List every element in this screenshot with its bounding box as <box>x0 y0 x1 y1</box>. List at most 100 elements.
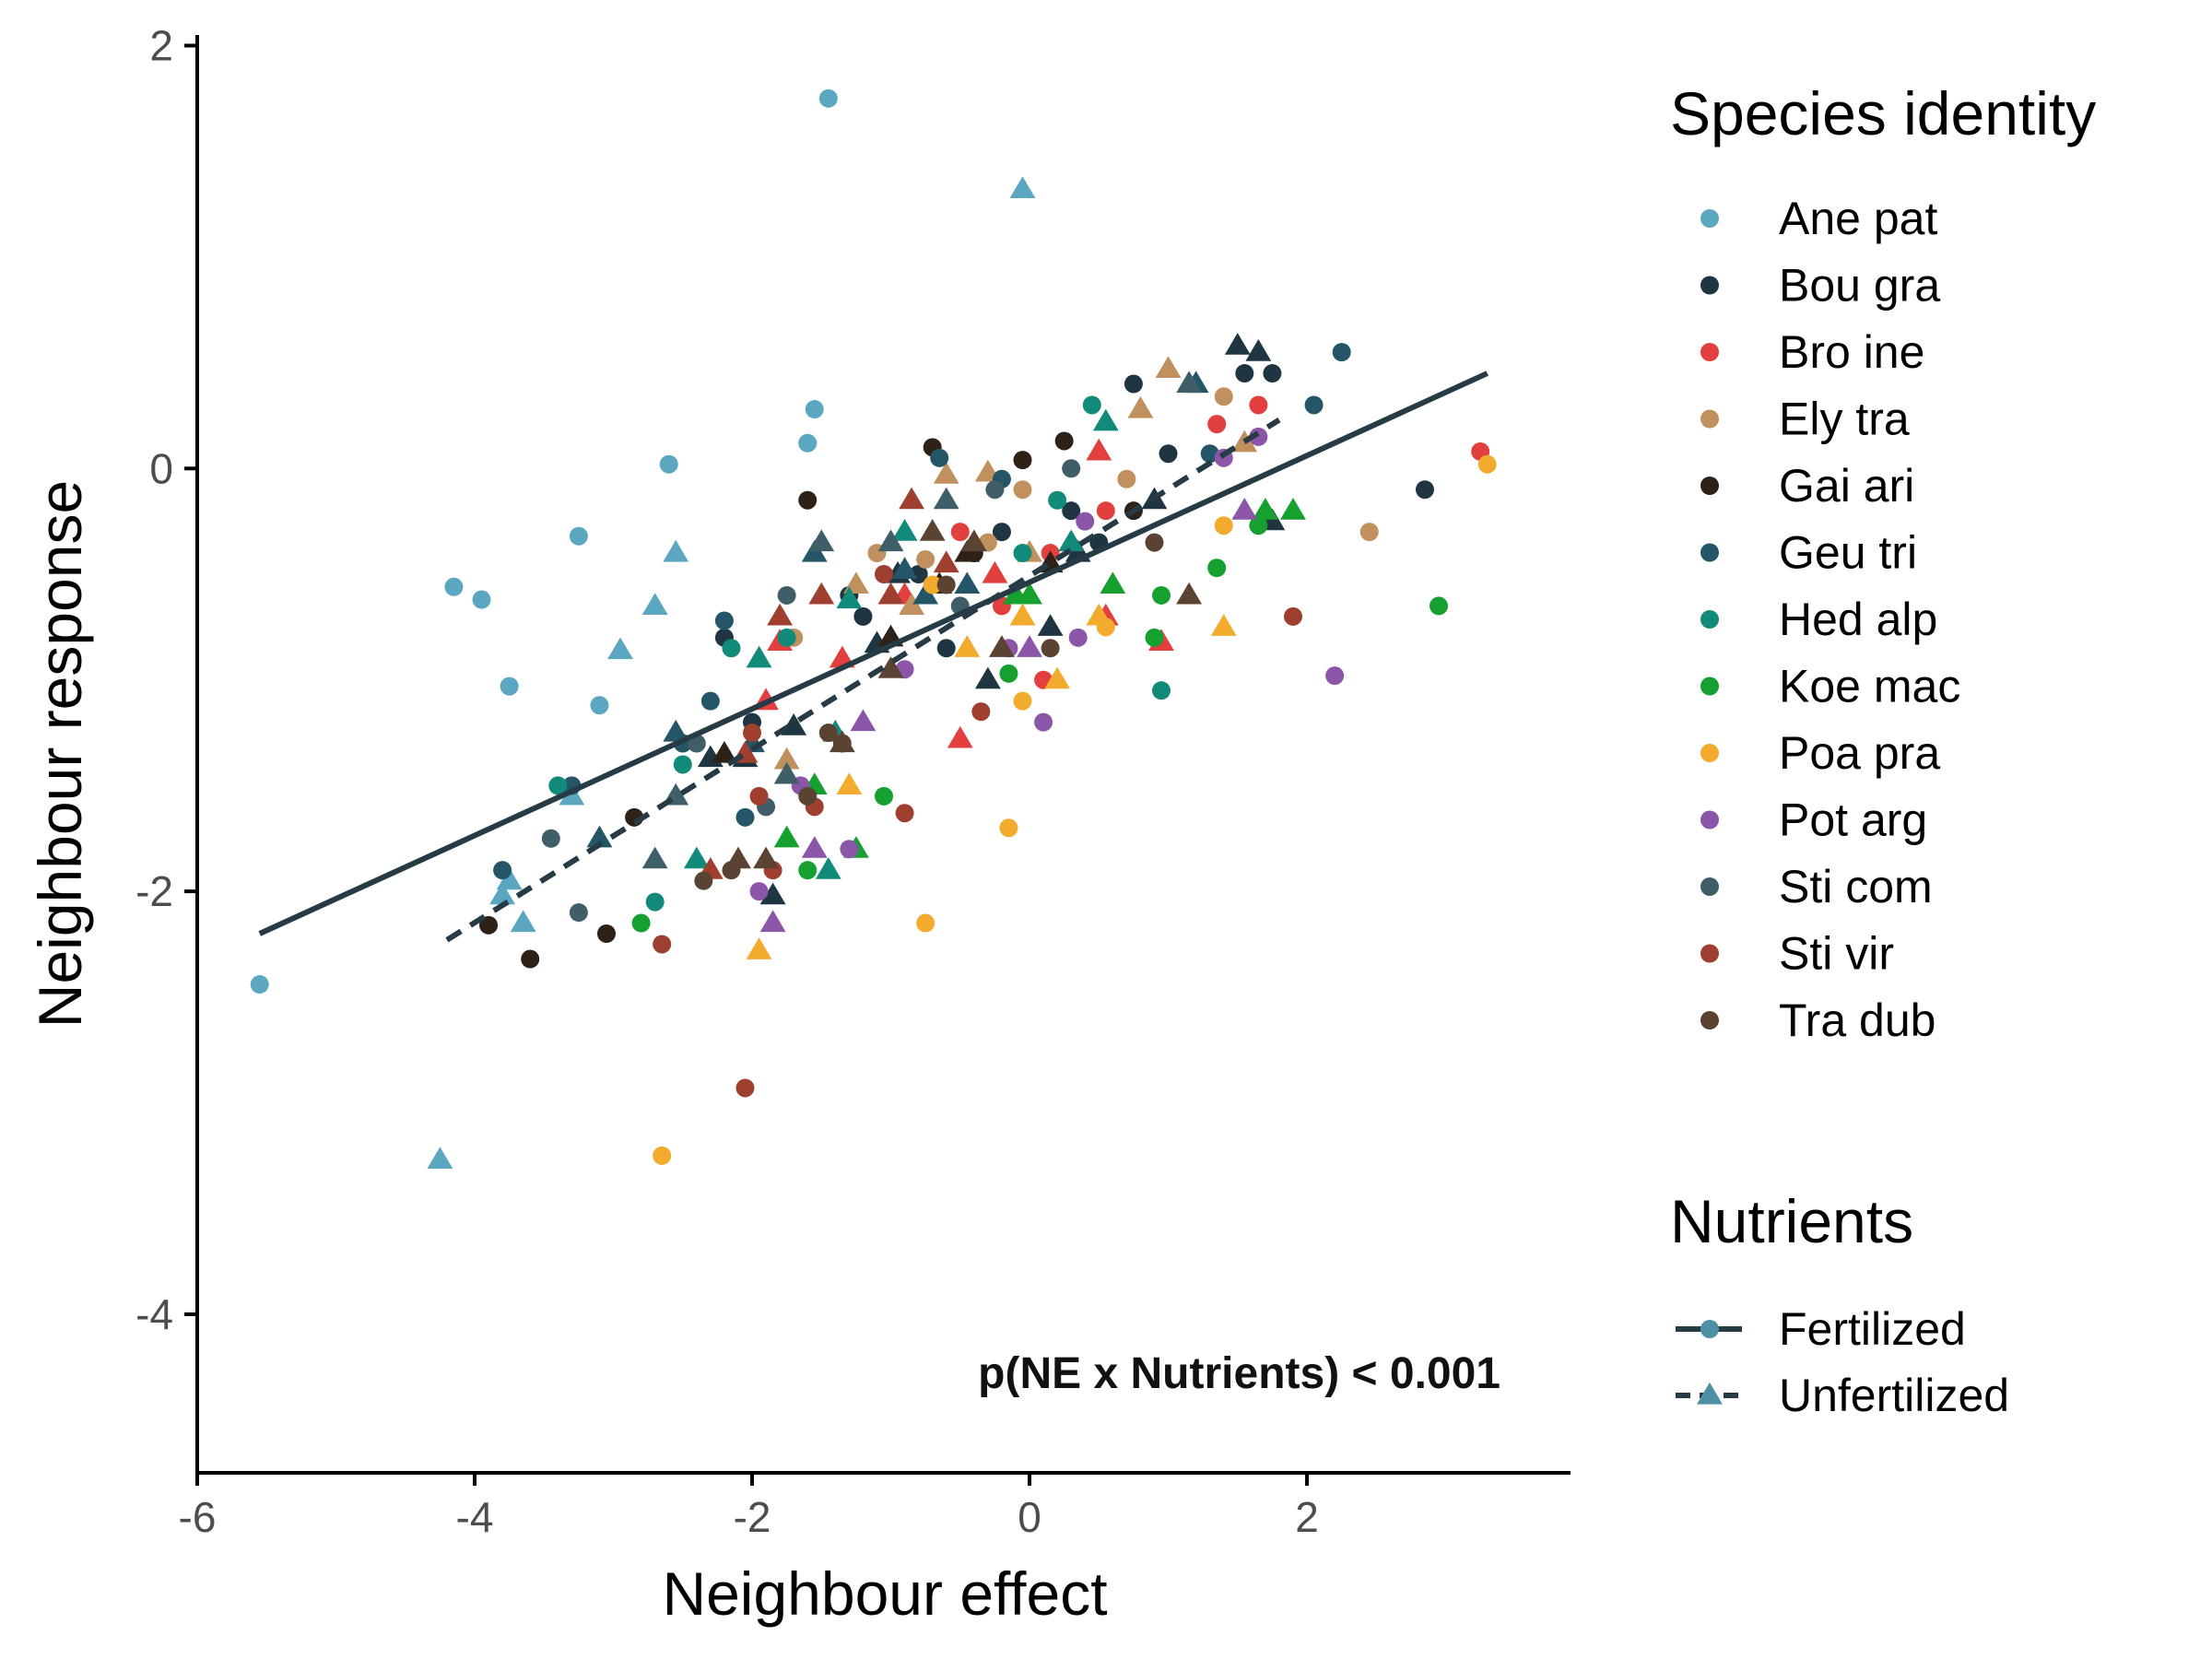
data-point-fertilized <box>1054 431 1074 451</box>
data-point-fertilized <box>444 577 464 596</box>
data-point-unfertilized <box>815 857 841 879</box>
data-point-fertilized <box>1013 691 1032 711</box>
data-point-fertilized <box>735 1078 755 1098</box>
data-point-unfertilized <box>1017 635 1042 657</box>
legend-species-title: Species identity <box>1670 79 2096 147</box>
data-point-fertilized <box>1249 516 1268 535</box>
legend-label-species: Gai ari <box>1779 460 1914 512</box>
data-point-fertilized <box>1152 681 1171 700</box>
data-point-unfertilized <box>773 825 800 848</box>
data-point-fertilized <box>798 433 818 453</box>
legend-item-species: Koe mac <box>1700 661 1960 712</box>
legend-item-species: Bou gra <box>1700 260 1940 312</box>
data-point-unfertilized <box>1086 438 1112 461</box>
data-point-unfertilized <box>586 825 613 848</box>
legend-nutrients-title: Nutrients <box>1670 1187 1913 1255</box>
legend-key-circle <box>1700 877 1719 896</box>
data-point-unfertilized <box>1092 408 1119 431</box>
data-point-fertilized <box>895 804 914 823</box>
data-point-fertilized <box>569 526 588 546</box>
data-point-fertilized <box>493 861 512 880</box>
y-tick-label: -2 <box>135 867 173 915</box>
data-point-unfertilized <box>759 910 786 933</box>
data-point-fertilized <box>250 975 269 994</box>
data-point-unfertilized <box>891 518 918 541</box>
data-point-unfertilized <box>982 560 1008 583</box>
data-point-unfertilized <box>753 846 779 869</box>
legend-key-circle <box>1700 610 1719 629</box>
x-tick-label: 2 <box>1295 1493 1319 1541</box>
data-point-fertilized <box>714 611 734 630</box>
axes <box>195 35 1571 1475</box>
legend-key-circle <box>1700 810 1719 830</box>
data-point-unfertilized <box>877 582 904 605</box>
data-point-unfertilized <box>641 593 668 615</box>
legend-label-species: Ely tra <box>1779 394 1910 445</box>
data-point-unfertilized <box>767 603 794 626</box>
data-point-fertilized <box>1048 490 1067 510</box>
data-point-fertilized <box>798 490 818 510</box>
legend-item-species: Ane pat <box>1700 193 1937 244</box>
data-point-unfertilized <box>1127 395 1154 418</box>
legend-key-circle <box>1700 1320 1719 1338</box>
data-point-unfertilized <box>836 772 863 794</box>
y-axis-title: Neighbour response <box>26 480 94 1028</box>
data-point-fertilized <box>1359 523 1379 542</box>
ticks-layer: -6 -4 -2 0 2 -4 -2 0 2 <box>135 21 1319 1541</box>
data-point-unfertilized <box>877 529 904 552</box>
legend-item-species: Pot arg <box>1700 794 1927 846</box>
data-point-fertilized <box>875 786 893 806</box>
data-point-fertilized <box>1152 585 1171 605</box>
legend-item-nutrients: Unfertilized <box>1676 1370 2009 1421</box>
data-point-fertilized <box>1263 364 1282 383</box>
y-tick-label: 2 <box>149 21 173 69</box>
data-point-fertilized <box>645 892 665 912</box>
data-point-unfertilized <box>759 882 786 905</box>
x-tick-label: -4 <box>456 1493 494 1541</box>
data-point-unfertilized <box>683 846 710 869</box>
data-point-fertilized <box>1325 666 1345 686</box>
data-point-unfertilized <box>850 709 877 732</box>
legend-label-species: Hed alp <box>1779 594 1937 645</box>
data-point-fertilized <box>1214 387 1233 406</box>
legend-item-species: Gai ari <box>1700 460 1914 512</box>
data-point-unfertilized <box>1224 333 1251 355</box>
data-point-unfertilized <box>1044 666 1071 689</box>
data-point-unfertilized <box>1009 176 1036 199</box>
legend-key-circle <box>1700 543 1719 562</box>
data-point-unfertilized <box>1210 614 1237 636</box>
data-point-fertilized <box>818 88 838 108</box>
data-point-fertilized <box>631 913 651 933</box>
data-point-unfertilized <box>933 550 959 573</box>
legend-label-species: Geu tri <box>1779 527 1917 579</box>
legend-item-species: Hed alp <box>1700 594 1937 645</box>
data-point-fertilized <box>840 840 859 859</box>
legend-label-species: Bou gra <box>1779 260 1940 312</box>
data-point-fertilized <box>722 639 741 658</box>
data-point-fertilized <box>596 924 616 943</box>
data-point-fertilized <box>1068 628 1088 647</box>
data-point-unfertilized <box>801 836 828 858</box>
data-point-unfertilized <box>891 557 918 579</box>
legend-item-species: Sti vir <box>1700 928 1894 980</box>
legend-species: Ane pat Bou gra Bro ine Ely tra Gai ari Geu t… <box>1700 193 1960 1046</box>
data-point-unfertilized <box>808 529 835 552</box>
data-point-unfertilized <box>725 846 751 869</box>
data-point-fertilized <box>548 776 568 795</box>
data-point-unfertilized <box>427 1147 453 1170</box>
data-point-fertilized <box>1200 444 1219 464</box>
data-point-fertilized <box>916 913 935 933</box>
legend-label-species: Ane pat <box>1779 193 1937 244</box>
data-point-fertilized <box>1117 469 1136 488</box>
data-point-fertilized <box>1145 628 1164 647</box>
data-point-unfertilized <box>947 725 973 748</box>
data-point-unfertilized <box>1245 338 1272 361</box>
legend-label-nutrients: Fertilized <box>1779 1303 1966 1355</box>
data-point-fertilized <box>1041 639 1060 658</box>
legend-item-species: Geu tri <box>1700 527 1917 579</box>
y-tick-label: -4 <box>135 1290 173 1338</box>
data-point-fertilized <box>992 523 1011 542</box>
legend-key-circle <box>1700 409 1719 429</box>
data-point-fertilized <box>1034 712 1053 732</box>
